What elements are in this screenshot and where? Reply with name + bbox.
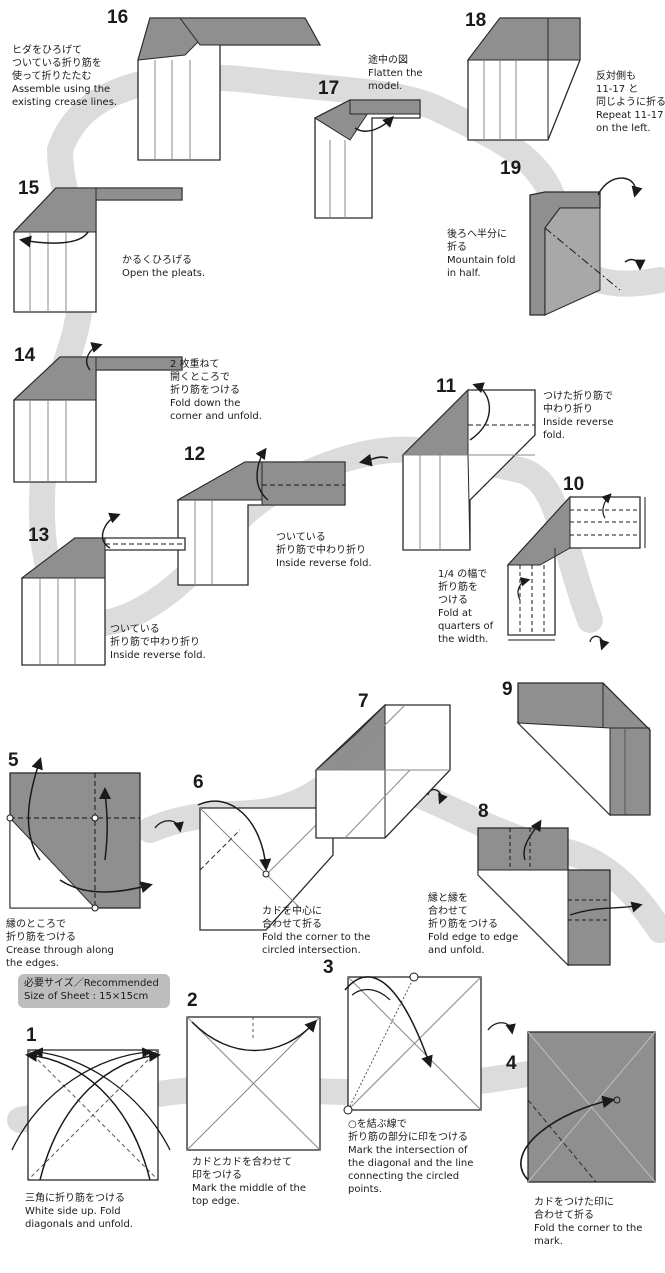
step-13-figure	[20, 512, 186, 666]
step-number: 12	[184, 444, 206, 465]
step-18-caption: 反対側も 11-17 と同じように折る Repeat 11-17 on the lef…	[596, 71, 665, 134]
step-number: 10	[563, 474, 585, 495]
step-16-caption: ヒダをひろげて ついている折り筋を 使って折りたたむ Assemble using t…	[12, 45, 118, 108]
step-19-figure	[529, 177, 646, 316]
step-6-figure	[197, 800, 334, 931]
step-6-caption: カドを中心に 合わせて折る Fold the corner to the circle…	[262, 906, 371, 956]
step-number: 9	[502, 679, 513, 700]
step-number: 8	[478, 801, 489, 822]
step-8-figure	[477, 819, 643, 967]
step-number: 3	[323, 957, 334, 978]
step-9-figure	[516, 682, 651, 817]
step-4-figure	[520, 1031, 656, 1183]
step-3-caption: ○を結ぶ線で 折り筋の部分に印をつける Mark the intersection …	[348, 1119, 474, 1195]
step-11-figure	[358, 382, 536, 551]
step-17-figure	[313, 99, 421, 219]
step-number: 4	[506, 1053, 517, 1074]
step-number: 16	[107, 7, 129, 28]
step-14-figure	[12, 342, 183, 483]
step-5-caption: 縁のところで 折り筋をつける Crease through along the edg…	[6, 919, 114, 969]
step-number: 13	[28, 525, 50, 546]
step-number: 19	[500, 158, 522, 179]
step-2-figure	[186, 1016, 321, 1151]
step-number: 15	[18, 178, 40, 199]
step-5-figure	[6, 757, 153, 912]
step-10-figure	[506, 493, 646, 641]
step-17-caption: 途中の図 Flatten the model.	[368, 55, 423, 92]
step-4-caption: カドをつけた印に 合わせて折る Fold the corner to the mark…	[534, 1197, 643, 1247]
step-15-figure	[12, 187, 183, 313]
step-15-caption: かるくひろげる Open the pleats.	[122, 255, 206, 279]
step-18-figure	[466, 17, 581, 141]
step-number: 7	[358, 691, 369, 712]
step-number: 11	[436, 376, 457, 397]
step-12-figure	[176, 447, 346, 586]
step-number: 6	[193, 772, 204, 793]
step-number: 14	[14, 345, 36, 366]
step-13-caption: ついている 折り筋で中わり折り Inside reverse fold.	[110, 624, 206, 661]
step-3-figure	[343, 972, 482, 1115]
step-number: 5	[8, 750, 19, 771]
step-number: 1	[26, 1025, 37, 1046]
step-number: 18	[465, 10, 487, 31]
step-8-caption: 縁と縁を 合わせて 折り筋をつける Fold edge to edge and unfo…	[428, 893, 519, 956]
step-number: 17	[318, 78, 340, 99]
sheet-size-badge: 必要サイズ／Recommended Size of Sheet : 15×15c…	[18, 974, 170, 1008]
step-19-caption: 後ろへ半分に 折る Mountain fold in half.	[447, 229, 516, 279]
step-16-figure	[137, 17, 322, 161]
step-1-caption: 三角に折り筋をつける White side up. Fold diagonals a…	[25, 1193, 133, 1230]
step-11-caption: つけた折り筋で 中わり折り Inside reverse fold.	[543, 391, 614, 441]
step-2-caption: カドとカドを合わせて 印をつける Mark the middle of the top…	[192, 1157, 306, 1207]
step-10-caption: 1/4 の幅で 折り筋を つける Fold at quarters of the widt…	[438, 569, 494, 645]
sheet-size-label-jp: 必要サイズ／Recommended	[24, 978, 159, 989]
step-12-caption: ついている 折り筋で中わり折り Inside reverse fold.	[276, 532, 372, 569]
sheet-size-label-en: Size of Sheet : 15×15cm	[24, 991, 149, 1002]
step-7-figure	[314, 703, 451, 839]
step-1-figure	[11, 1047, 171, 1181]
step-14-caption: 2 枚重ねて 開くところで 折り筋をつける Fold down the corner a…	[170, 359, 262, 422]
step-number: 2	[187, 990, 198, 1011]
